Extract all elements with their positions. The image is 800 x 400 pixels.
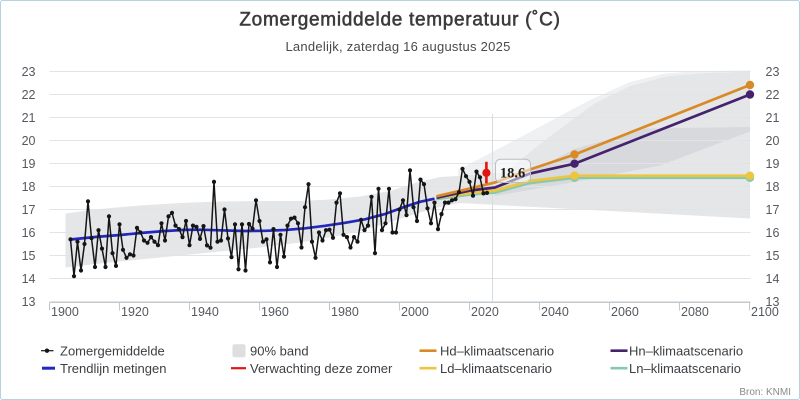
svg-text:13: 13	[766, 295, 780, 309]
svg-text:14: 14	[22, 272, 36, 286]
svg-text:2000: 2000	[401, 305, 429, 319]
svg-text:21: 21	[22, 111, 36, 125]
svg-text:Hd–klimaatscenario: Hd–klimaatscenario	[440, 343, 554, 358]
svg-text:2080: 2080	[681, 305, 709, 319]
svg-text:1920: 1920	[121, 305, 149, 319]
svg-text:Ld–klimaatscenario: Ld–klimaatscenario	[440, 361, 552, 376]
svg-text:90% band: 90% band	[250, 343, 309, 358]
svg-text:20: 20	[22, 134, 36, 148]
svg-text:16: 16	[766, 226, 780, 240]
svg-text:20: 20	[766, 134, 780, 148]
svg-text:Verwachting deze zomer: Verwachting deze zomer	[250, 361, 393, 376]
svg-text:1980: 1980	[331, 305, 359, 319]
svg-text:18.6: 18.6	[500, 166, 525, 182]
svg-text:15: 15	[766, 249, 780, 263]
svg-text:Bron: KNMI: Bron: KNMI	[739, 387, 791, 398]
svg-text:2060: 2060	[611, 305, 639, 319]
svg-text:17: 17	[22, 203, 36, 217]
svg-text:1940: 1940	[191, 305, 219, 319]
svg-text:Zomergemiddelde temperatuur (˚: Zomergemiddelde temperatuur (˚C)	[239, 10, 560, 31]
svg-text:13: 13	[22, 295, 36, 309]
svg-text:22: 22	[766, 88, 780, 102]
svg-text:Ln–klimaatscenario: Ln–klimaatscenario	[629, 361, 741, 376]
svg-text:18: 18	[22, 180, 36, 194]
svg-text:1960: 1960	[261, 305, 289, 319]
svg-text:2040: 2040	[541, 305, 569, 319]
svg-text:23: 23	[22, 65, 36, 79]
svg-text:2020: 2020	[471, 305, 499, 319]
svg-text:Trendlijn metingen: Trendlijn metingen	[60, 361, 166, 376]
svg-text:Hn–klimaatscenario: Hn–klimaatscenario	[629, 343, 743, 358]
svg-text:18: 18	[766, 180, 780, 194]
svg-text:21: 21	[766, 111, 780, 125]
svg-text:19: 19	[766, 157, 780, 171]
svg-text:15: 15	[22, 249, 36, 263]
svg-text:23: 23	[766, 65, 780, 79]
svg-text:14: 14	[766, 272, 780, 286]
svg-text:16: 16	[22, 226, 36, 240]
svg-text:19: 19	[22, 157, 36, 171]
svg-text:2100: 2100	[751, 305, 779, 319]
svg-text:17: 17	[766, 203, 780, 217]
svg-text:Landelijk, zaterdag 16 augustu: Landelijk, zaterdag 16 augustus 2025	[285, 39, 510, 54]
svg-text:1900: 1900	[51, 305, 79, 319]
svg-text:Zomergemiddelde: Zomergemiddelde	[60, 343, 165, 358]
svg-text:22: 22	[22, 88, 36, 102]
